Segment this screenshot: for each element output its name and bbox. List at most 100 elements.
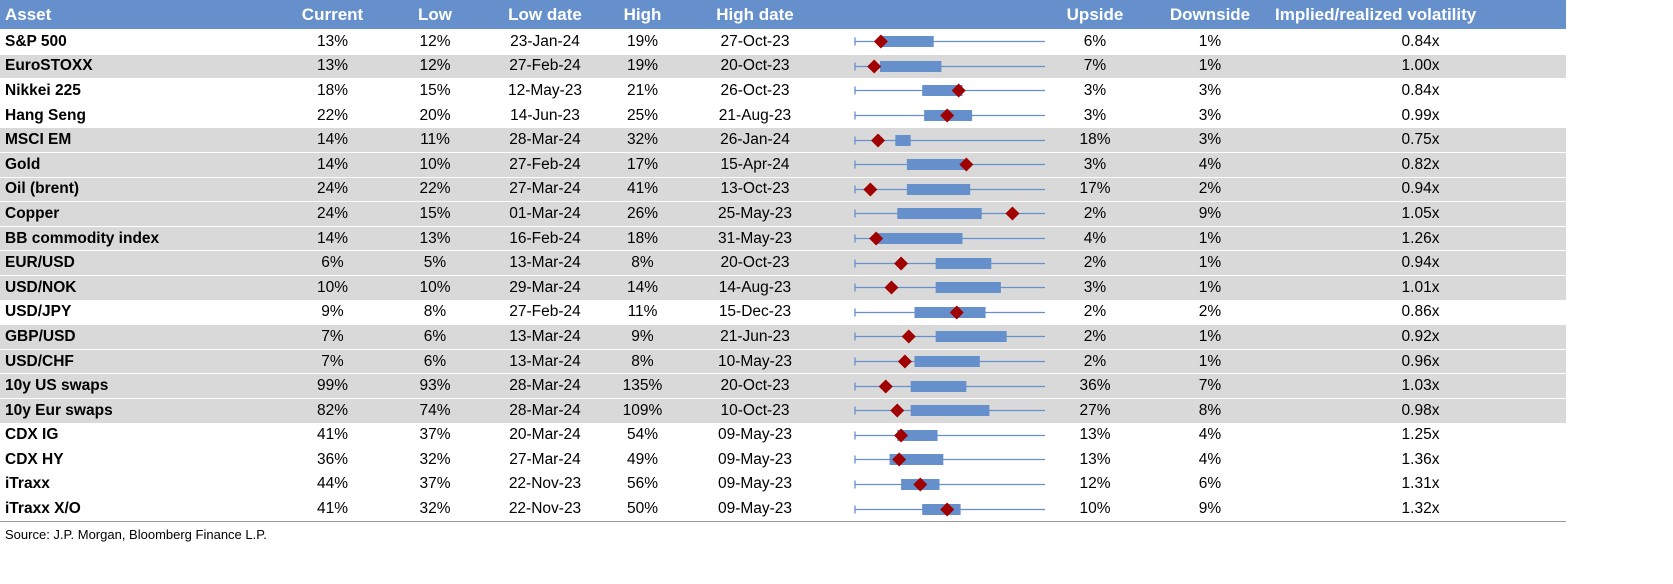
cell-low: 15% — [375, 78, 495, 104]
cell-low-date: 13-Mar-24 — [495, 348, 595, 374]
cell-downside: 2% — [1145, 299, 1275, 325]
cell-downside: 3% — [1145, 78, 1275, 104]
cell-upside: 3% — [1045, 78, 1145, 104]
cell-current: 14% — [290, 127, 375, 153]
cell-current: 41% — [290, 496, 375, 522]
cell-high-date: 25-May-23 — [690, 201, 820, 227]
current-marker — [863, 182, 878, 197]
range-box — [876, 233, 963, 245]
cell-implied-realized-volatility: 1.01x — [1275, 274, 1566, 301]
cell-low-date: 27-Feb-24 — [495, 53, 595, 79]
cell-low: 74% — [375, 397, 495, 423]
cell-asset: S&P 500 — [0, 29, 290, 55]
cell-implied-realized-volatility: 1.31x — [1275, 471, 1566, 497]
header-downside: Downside — [1145, 0, 1275, 30]
cell-high: 14% — [595, 274, 690, 301]
cell-asset: USD/JPY — [0, 299, 290, 325]
range-boxplot — [820, 496, 1045, 522]
cell-low-date: 27-Feb-24 — [495, 299, 595, 325]
cell-implied-realized-volatility: 0.86x — [1275, 299, 1566, 325]
header-low-date: Low date — [495, 0, 595, 30]
current-marker — [871, 133, 886, 148]
cell-downside: 1% — [1145, 29, 1275, 55]
header-current: Current — [290, 0, 375, 30]
cell-asset: MSCI EM — [0, 127, 290, 153]
cell-upside: 13% — [1045, 422, 1145, 448]
cell-low: 12% — [375, 29, 495, 55]
cell-high-date: 26-Oct-23 — [690, 78, 820, 104]
cell-low: 11% — [375, 127, 495, 153]
cell-asset: BB commodity index — [0, 225, 290, 251]
cell-high: 49% — [595, 447, 690, 473]
header-row: Asset Current Low Low date High High date Upsi… — [0, 0, 1566, 30]
cell-current: 82% — [290, 397, 375, 423]
header-implied-realized-volatility: Implied/realized volatility — [1275, 0, 1566, 30]
volatility-table: Asset Current Low Low date High High date Upsi… — [0, 0, 1566, 522]
table-row: GBP/USD 7% 6% 13-Mar-24 9% 21-Jun-23 2% 1% 0.92x — [0, 324, 1566, 350]
cell-low: 6% — [375, 324, 495, 350]
cell-high-date: 21-Aug-23 — [690, 102, 820, 128]
cell-implied-realized-volatility: 0.96x — [1275, 348, 1566, 374]
cell-high-date: 20-Oct-23 — [690, 53, 820, 79]
cell-high-date: 09-May-23 — [690, 447, 820, 473]
cell-low-date: 22-Nov-23 — [495, 471, 595, 497]
table-row: MSCI EM 14% 11% 28-Mar-24 32% 26-Jan-24 18% 3% 0… — [0, 127, 1566, 153]
range-box — [910, 380, 967, 392]
cell-implied-realized-volatility: 0.98x — [1275, 397, 1566, 423]
cell-asset: CDX HY — [0, 447, 290, 473]
cell-upside: 36% — [1045, 373, 1145, 399]
cell-asset: 10y Eur swaps — [0, 397, 290, 423]
cell-low: 10% — [375, 151, 495, 178]
cell-high: 32% — [595, 127, 690, 153]
current-marker — [897, 354, 912, 369]
cell-upside: 3% — [1045, 151, 1145, 178]
cell-downside: 1% — [1145, 348, 1275, 374]
cell-high-date: 09-May-23 — [690, 471, 820, 497]
cell-upside: 7% — [1045, 53, 1145, 79]
table-row: Oil (brent) 24% 22% 27-Mar-24 41% 13-Oct-23 17… — [0, 176, 1566, 202]
table-row: USD/CHF 7% 6% 13-Mar-24 8% 10-May-23 2% 1% 0.96x — [0, 348, 1566, 374]
cell-low-date: 12-May-23 — [495, 78, 595, 104]
cell-implied-realized-volatility: 1.00x — [1275, 53, 1566, 79]
range-boxplot — [820, 127, 1045, 153]
cell-upside: 12% — [1045, 471, 1145, 497]
range-boxplot — [820, 348, 1045, 374]
cell-upside: 4% — [1045, 225, 1145, 251]
cell-implied-realized-volatility: 1.32x — [1275, 496, 1566, 522]
cell-high: 54% — [595, 422, 690, 448]
cell-low-date: 23-Jan-24 — [495, 29, 595, 55]
cell-implied-realized-volatility: 0.84x — [1275, 78, 1566, 104]
cell-low-date: 27-Mar-24 — [495, 176, 595, 202]
range-box — [897, 429, 938, 441]
range-box — [895, 134, 911, 146]
cell-upside: 2% — [1045, 250, 1145, 276]
current-marker — [890, 403, 905, 418]
cell-current: 14% — [290, 151, 375, 178]
cell-implied-realized-volatility: 1.03x — [1275, 373, 1566, 399]
cell-asset: iTraxx X/O — [0, 496, 290, 522]
cell-low-date: 13-Mar-24 — [495, 324, 595, 350]
cell-high-date: 21-Jun-23 — [690, 324, 820, 350]
cell-high-date: 13-Oct-23 — [690, 176, 820, 202]
cell-high-date: 27-Oct-23 — [690, 29, 820, 55]
table-row: iTraxx X/O 41% 32% 22-Nov-23 50% 09-May-23 10%… — [0, 496, 1566, 522]
current-marker — [940, 108, 955, 123]
cell-current: 10% — [290, 274, 375, 301]
cell-asset: GBP/USD — [0, 324, 290, 350]
cell-high: 9% — [595, 324, 690, 350]
range-box — [879, 60, 942, 72]
cell-high: 11% — [595, 299, 690, 325]
cell-asset: iTraxx — [0, 471, 290, 497]
cell-asset: Hang Seng — [0, 102, 290, 128]
range-box — [897, 208, 982, 220]
cell-current: 13% — [290, 53, 375, 79]
range-box — [935, 282, 1001, 294]
cell-downside: 9% — [1145, 496, 1275, 522]
range-boxplot — [820, 397, 1045, 423]
current-marker — [959, 157, 974, 172]
cell-asset: EuroSTOXX — [0, 53, 290, 79]
cell-high-date: 14-Aug-23 — [690, 274, 820, 301]
cell-downside: 3% — [1145, 102, 1275, 128]
table-row: CDX HY 36% 32% 27-Mar-24 49% 09-May-23 13% 4% 1.… — [0, 447, 1566, 473]
table-row: Hang Seng 22% 20% 14-Jun-23 25% 21-Aug-23 3% 3%… — [0, 102, 1566, 128]
